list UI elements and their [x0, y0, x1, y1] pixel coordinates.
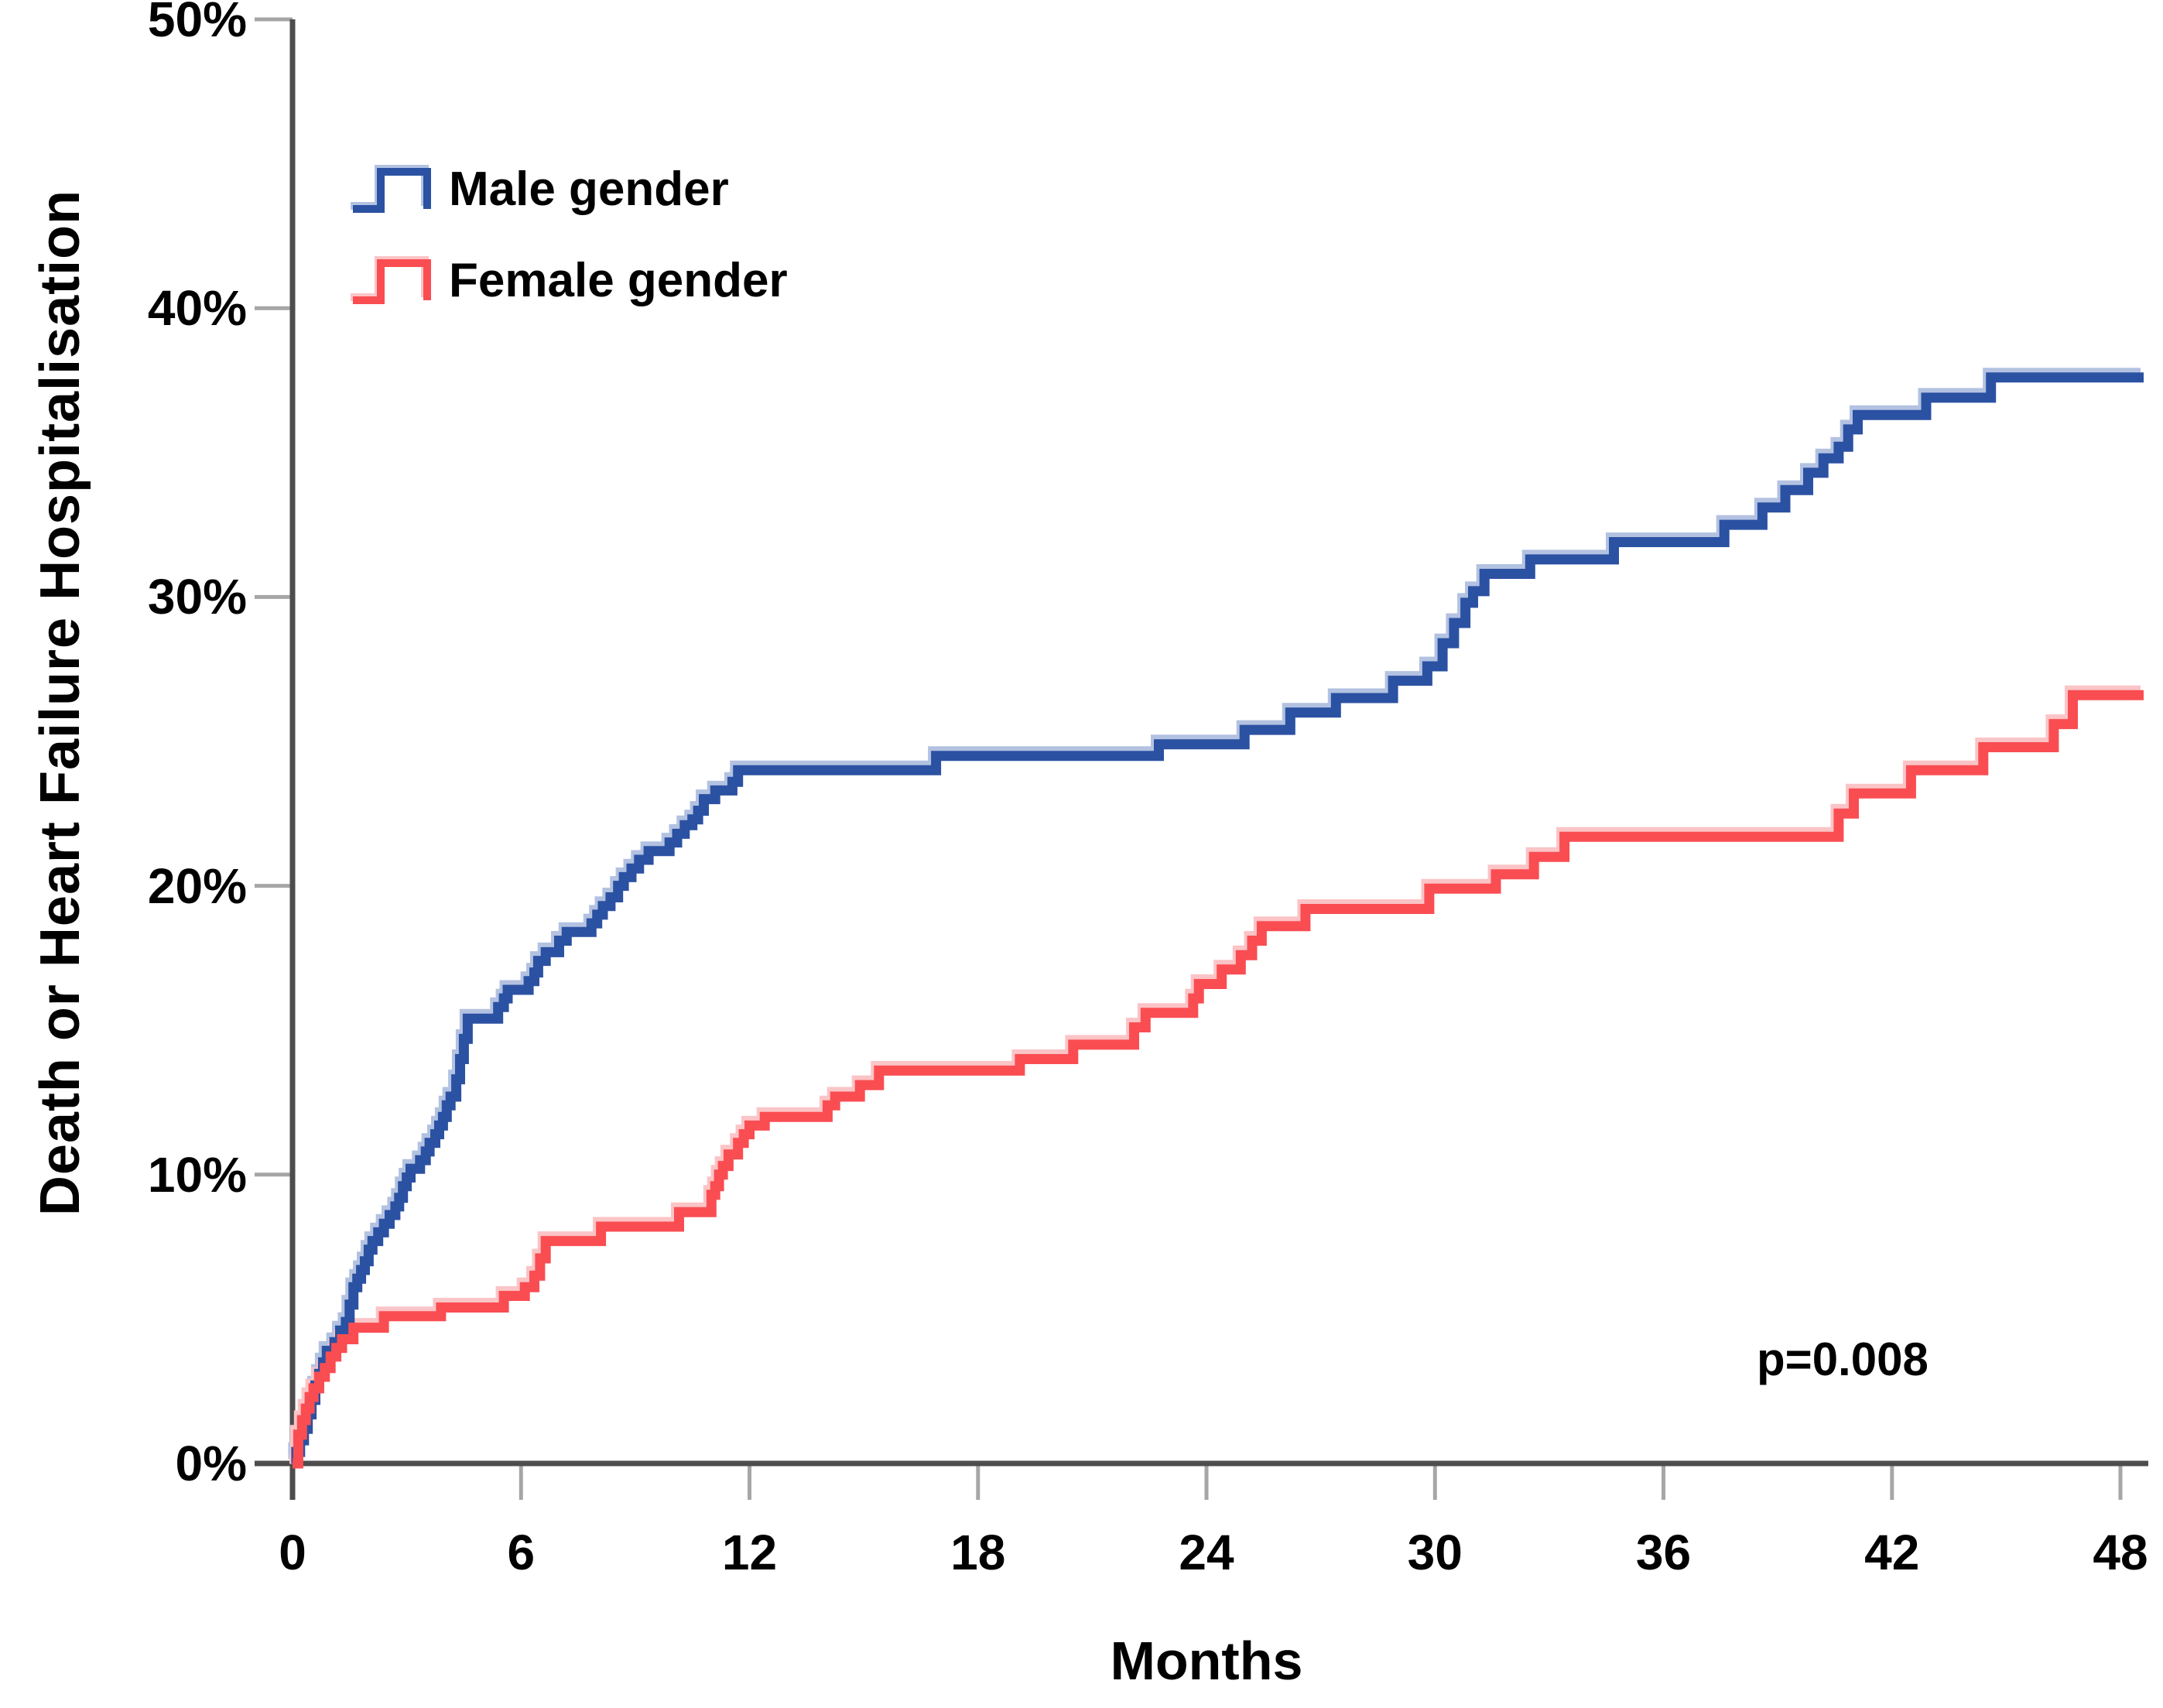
male-curve-halo: [288, 368, 2141, 1464]
x-tick-label-18: 18: [950, 1525, 1006, 1580]
p-value-annotation: p=0.008: [1757, 1333, 1929, 1385]
y-tick-label-30: 30%: [147, 569, 247, 625]
x-tick-label-42: 42: [1864, 1525, 1920, 1580]
male-step-line-icon: [351, 165, 431, 213]
x-tick-label-24: 24: [1179, 1525, 1234, 1580]
x-tick-label-12: 12: [721, 1525, 778, 1580]
legend-label-male: Male gender: [449, 163, 729, 216]
female-step-line-icon: [351, 256, 431, 304]
y-axis-tick-marks: [255, 17, 293, 1466]
x-axis-tick-marks: [290, 1463, 2123, 1500]
y-axis-title: Death or Heart Failure Hospitalisation: [29, 189, 91, 1217]
y-tick-label-20: 20%: [147, 857, 247, 914]
legend-label-female: Female gender: [449, 254, 788, 307]
x-tick-label-6: 6: [507, 1525, 536, 1580]
y-tick-label-10: 10%: [147, 1146, 247, 1203]
y-tick-label-40: 40%: [147, 280, 247, 337]
y-tick-label-50: 50%: [147, 0, 247, 47]
x-tick-label-30: 30: [1407, 1525, 1463, 1580]
x-tick-label-36: 36: [1635, 1525, 1692, 1580]
x-axis-title: Months: [1110, 1631, 1303, 1691]
female-survival-curve: [293, 690, 2144, 1469]
y-tick-label-0: 0%: [175, 1436, 248, 1491]
x-tick-label-0: 0: [279, 1525, 306, 1580]
x-tick-label-48: 48: [2093, 1525, 2148, 1580]
male-survival-curve: [291, 372, 2144, 1469]
